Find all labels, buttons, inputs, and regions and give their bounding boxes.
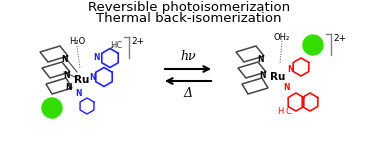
Text: Ru: Ru bbox=[74, 75, 90, 85]
Text: N: N bbox=[66, 83, 72, 93]
Text: 2+: 2+ bbox=[131, 37, 144, 46]
Text: H: H bbox=[277, 107, 283, 116]
Text: Cl: Cl bbox=[46, 103, 57, 113]
Text: OH₂: OH₂ bbox=[274, 33, 290, 41]
Text: N: N bbox=[63, 71, 69, 79]
Text: HC: HC bbox=[110, 40, 122, 50]
Text: Δ: Δ bbox=[183, 87, 192, 100]
Text: Thermal back-isomerization: Thermal back-isomerization bbox=[96, 12, 282, 25]
Circle shape bbox=[303, 35, 323, 55]
Text: Cl: Cl bbox=[308, 40, 318, 50]
Text: N: N bbox=[259, 71, 265, 79]
Text: hν: hν bbox=[180, 50, 196, 63]
Text: H₂O: H₂O bbox=[69, 38, 85, 47]
Text: N: N bbox=[283, 83, 289, 92]
Text: N: N bbox=[90, 74, 96, 83]
Text: N: N bbox=[61, 55, 67, 64]
Text: Reversible photoisomerization: Reversible photoisomerization bbox=[88, 1, 290, 14]
Text: 2+: 2+ bbox=[333, 34, 346, 43]
Circle shape bbox=[42, 98, 62, 118]
Text: C: C bbox=[285, 107, 291, 116]
Text: N: N bbox=[93, 54, 99, 62]
Text: N: N bbox=[287, 64, 293, 74]
Text: Ru: Ru bbox=[270, 72, 286, 82]
Text: N: N bbox=[257, 55, 263, 64]
Text: N: N bbox=[75, 90, 81, 98]
